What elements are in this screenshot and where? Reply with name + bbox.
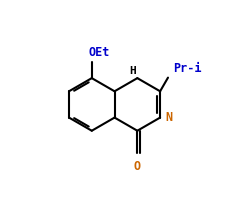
Text: H: H bbox=[129, 66, 136, 76]
Text: N: N bbox=[166, 111, 173, 124]
Text: Pr-i: Pr-i bbox=[173, 62, 201, 75]
Text: O: O bbox=[134, 160, 141, 173]
Text: OEt: OEt bbox=[88, 46, 110, 59]
